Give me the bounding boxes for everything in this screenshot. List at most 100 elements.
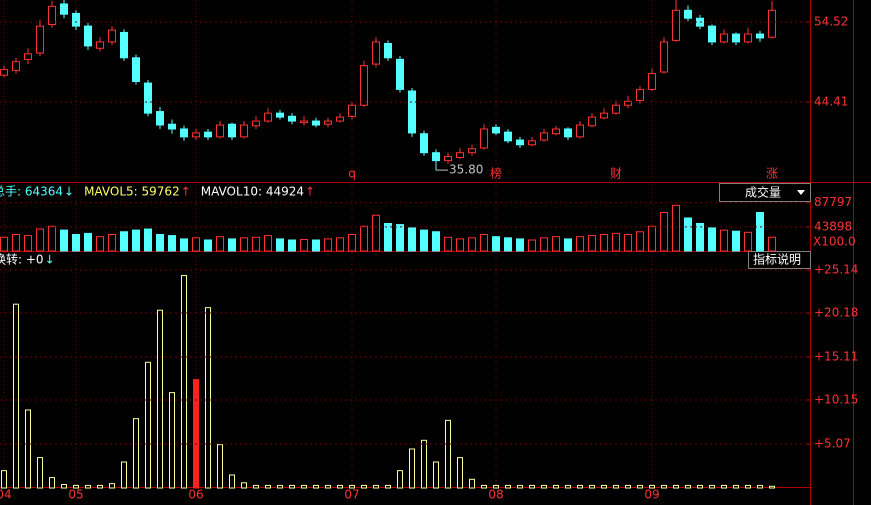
candle-body: [156, 111, 164, 126]
candle-body: [132, 57, 140, 82]
help-button-label[interactable]: 指标说明: [753, 252, 801, 267]
candle-body: [492, 126, 500, 134]
bar: [504, 237, 512, 252]
help-button[interactable]: [748, 251, 811, 269]
bar: [625, 484, 631, 489]
bar: [673, 484, 679, 489]
candle-body: [276, 112, 284, 118]
event-label: q: [348, 167, 356, 181]
bar: [229, 474, 235, 489]
bar: [204, 239, 212, 252]
x-tick-label: 09: [644, 488, 659, 502]
y-tick-label: 43898: [814, 219, 852, 233]
bar: [541, 484, 547, 489]
bar: [433, 461, 439, 489]
bar: [540, 237, 548, 252]
bar: [216, 236, 224, 252]
legend-text: 总手: 64364: [0, 185, 63, 199]
bar: [24, 235, 32, 252]
bar: [228, 238, 236, 252]
candle-body: [144, 82, 152, 114]
candle-body: [60, 3, 68, 15]
candle-body: [540, 132, 548, 141]
bar: [757, 484, 763, 489]
bar: [529, 484, 535, 489]
bar: [337, 484, 343, 489]
bar: [265, 484, 271, 489]
bar: [61, 484, 67, 489]
bar: [312, 239, 320, 252]
bar: [193, 379, 199, 489]
candle-body: [480, 128, 488, 149]
candle-body: [384, 43, 392, 59]
bar: [252, 236, 260, 252]
bar: [0, 236, 8, 252]
candle-body: [684, 9, 692, 19]
bar: [205, 307, 211, 489]
selector-label[interactable]: 成交量: [745, 185, 781, 200]
y-tick-label: +20.18: [814, 306, 858, 320]
bar: [492, 236, 500, 252]
bar: [240, 237, 248, 252]
bar: [132, 229, 140, 252]
bar: [624, 234, 632, 252]
candle-body: [408, 90, 416, 134]
candle-body: [720, 33, 728, 43]
bar: [445, 419, 451, 489]
bar: [577, 484, 583, 489]
bar: [697, 484, 703, 489]
candle-body: [96, 41, 104, 49]
indicator-selector[interactable]: [719, 183, 811, 202]
bar: [156, 234, 164, 252]
y-tick-label: 87797: [814, 195, 852, 209]
x-tick-label: 05: [68, 488, 83, 502]
bar: [372, 214, 380, 252]
bar: [157, 309, 163, 489]
bar: [517, 484, 523, 489]
event-label: 涨: [766, 166, 778, 181]
candle-body: [180, 128, 188, 138]
bar: [612, 232, 620, 252]
candle-body: [312, 120, 320, 126]
bar: [133, 418, 139, 489]
x-tick-label: 04: [0, 488, 12, 502]
bar: [192, 237, 200, 252]
bar: [601, 484, 607, 489]
bar: [481, 484, 487, 489]
bar: [180, 238, 188, 252]
bar: [493, 484, 499, 489]
bar: [264, 235, 272, 252]
candle-body: [708, 25, 716, 43]
candle-body: [192, 132, 200, 138]
candle-body: [348, 104, 356, 117]
bar: [313, 484, 319, 489]
bar: [12, 234, 20, 252]
bar: [73, 484, 79, 489]
candle-body: [168, 123, 176, 130]
candle-body: [432, 152, 440, 162]
bar: [48, 225, 56, 252]
bar: [84, 232, 92, 252]
x-tick-label: 06: [188, 488, 203, 502]
bar: [420, 229, 428, 252]
bar: [120, 231, 128, 252]
candle-body: [24, 53, 32, 60]
bar: [349, 484, 355, 489]
bar: [600, 234, 608, 252]
candle-body: [600, 112, 608, 119]
candle-body: [240, 124, 248, 138]
candle-body: [12, 61, 20, 71]
bar: [720, 229, 728, 252]
bar: [648, 225, 656, 252]
candle-body: [648, 73, 656, 90]
candle-body: [72, 12, 80, 27]
candle-body: [120, 31, 128, 59]
legend-text: 换转: +0: [0, 252, 44, 267]
candle-body: [588, 116, 596, 127]
bar: [480, 234, 488, 252]
bar: [121, 461, 127, 489]
candle-body: [360, 65, 368, 106]
bar: [576, 236, 584, 252]
event-label: 财: [610, 167, 622, 181]
bar: [732, 230, 740, 252]
